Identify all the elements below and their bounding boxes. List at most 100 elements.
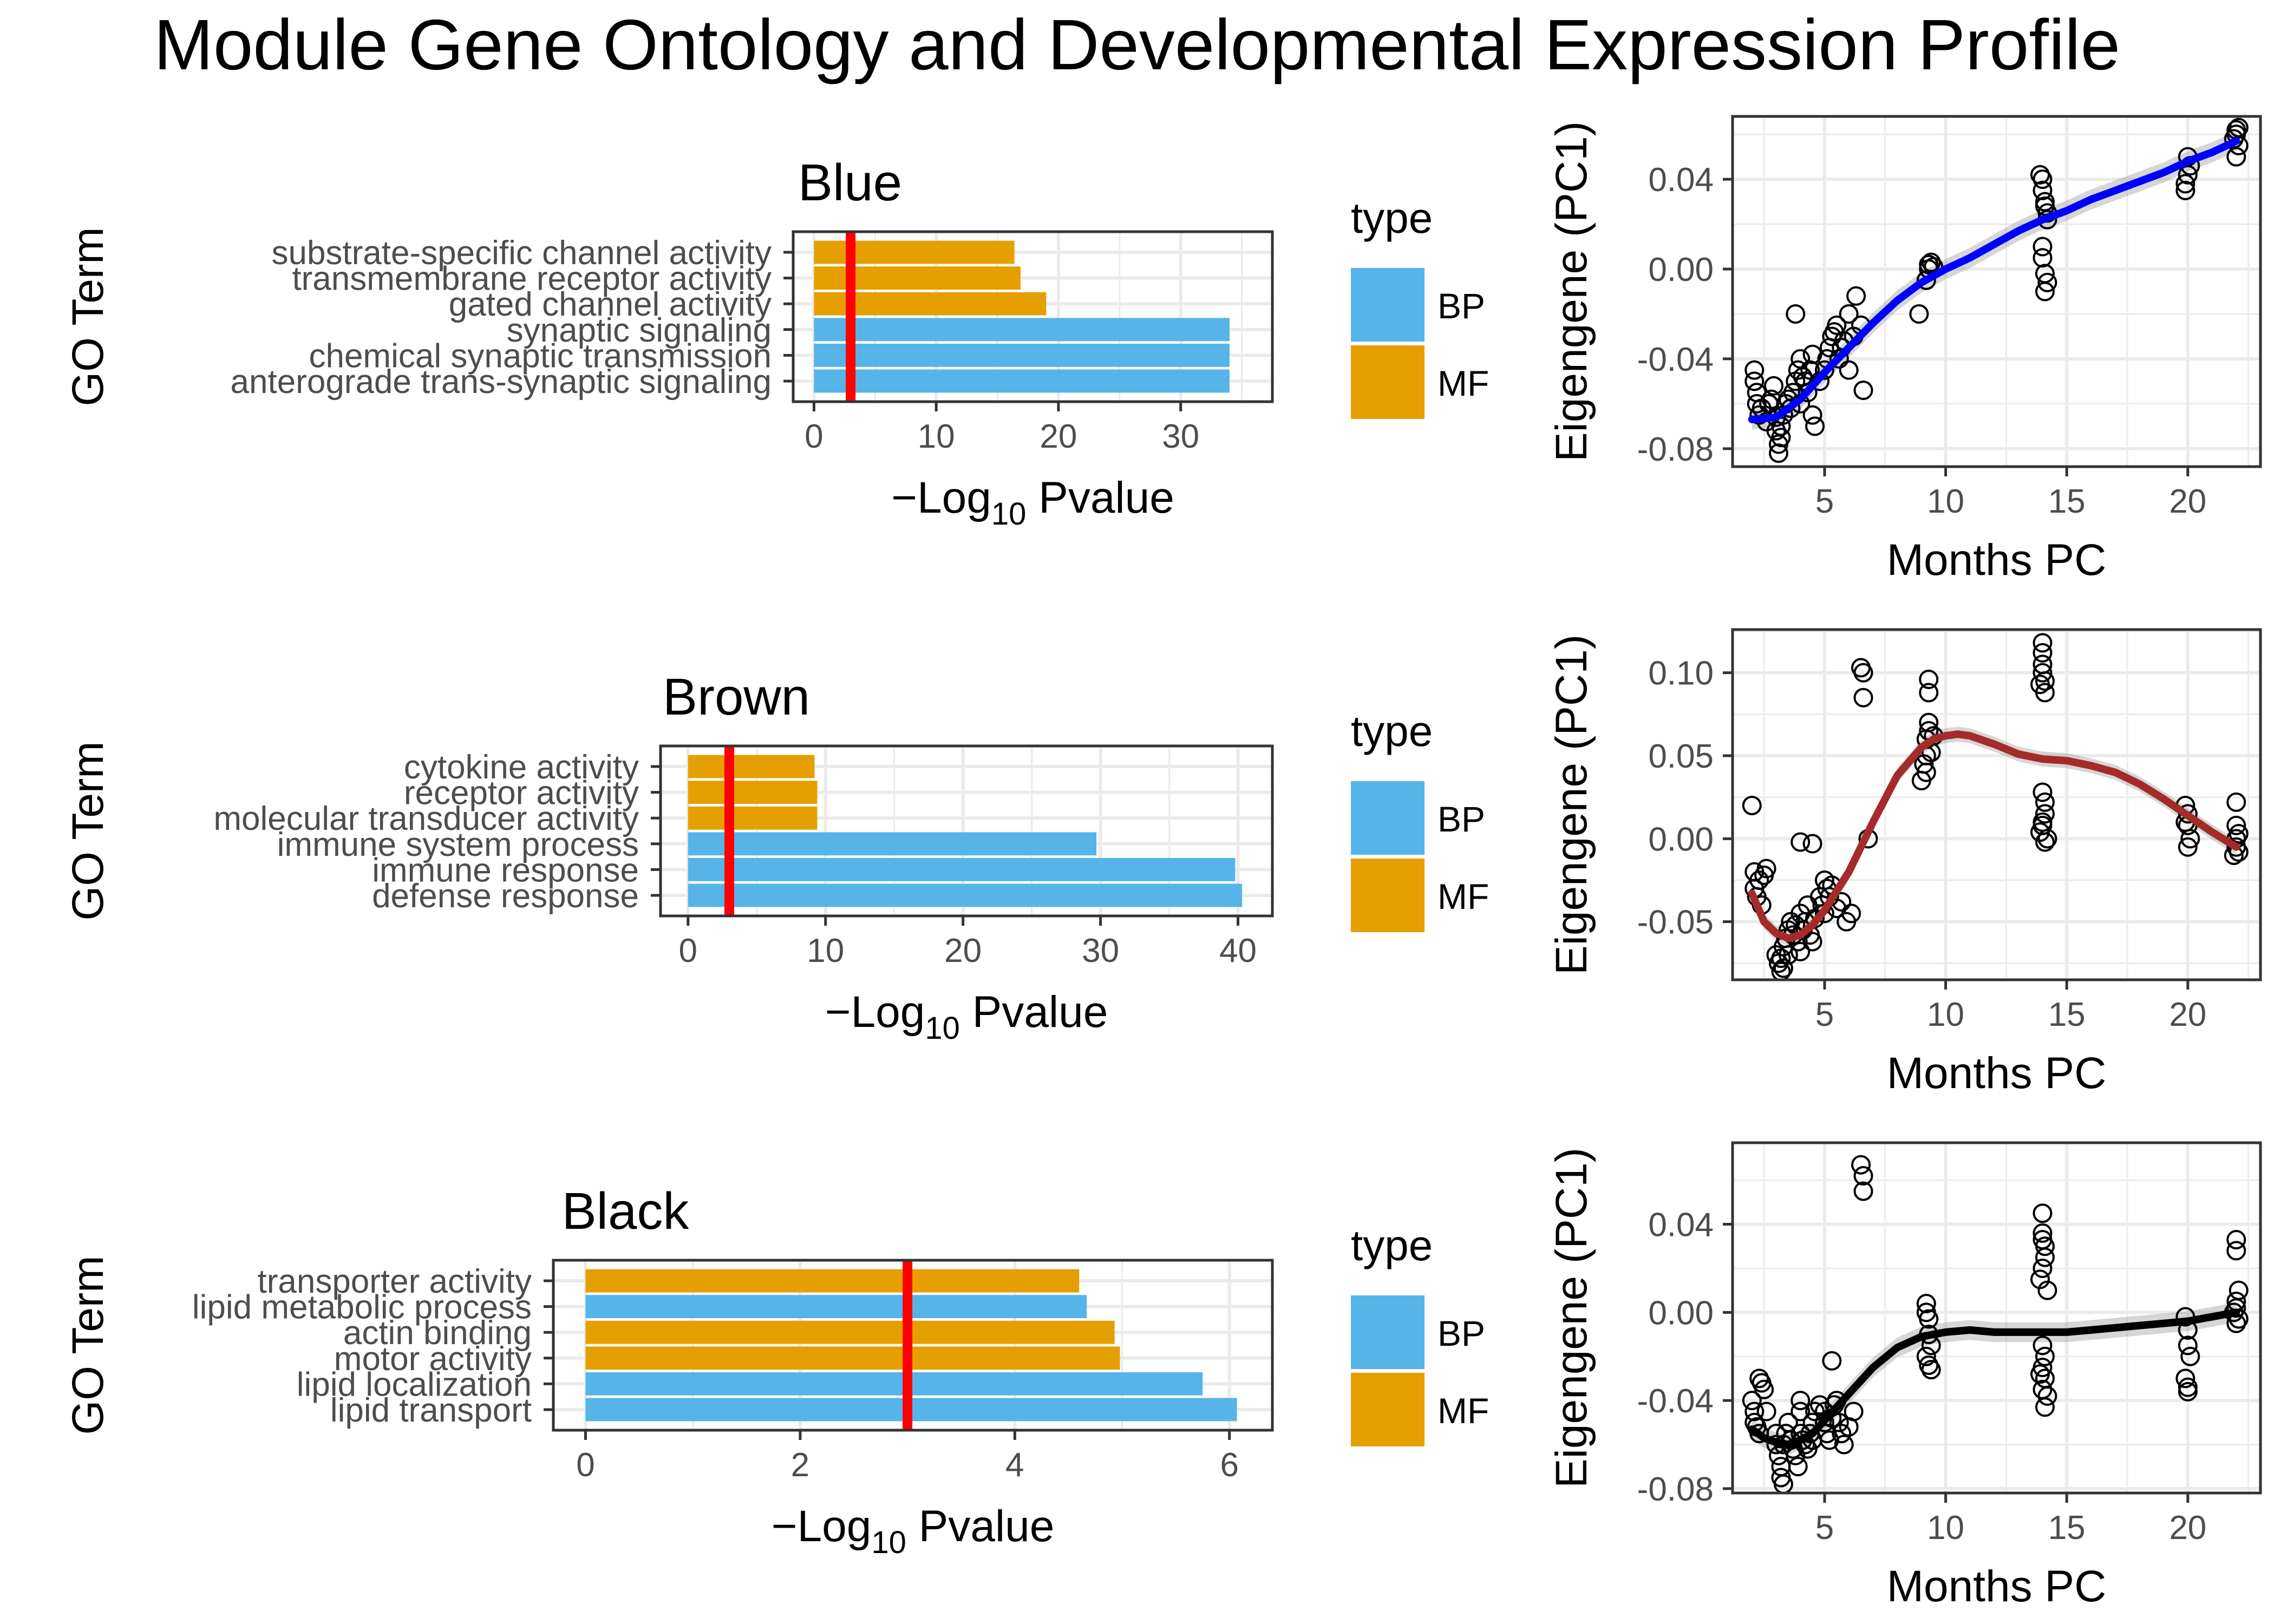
data-point xyxy=(1802,932,1822,952)
data-point xyxy=(1744,360,1765,380)
data-point xyxy=(2035,804,2055,824)
y-axis-title: Eigengene (PC1) xyxy=(1547,1148,1596,1488)
data-point xyxy=(1919,683,1939,703)
x-axis-title: −Log10 Pvalue xyxy=(891,473,1174,532)
panel-border xyxy=(1731,1141,2262,1495)
data-point xyxy=(2033,643,2053,663)
data-point xyxy=(1814,360,1834,380)
data-point xyxy=(1829,1412,1849,1432)
y-tick-label: -0.04 xyxy=(1637,341,1714,378)
bar-motor-activity xyxy=(585,1346,1120,1370)
y-tick-label: 0.00 xyxy=(1648,821,1714,858)
legend-key-bp xyxy=(1351,268,1424,342)
x-tick-label: 20 xyxy=(2169,996,2206,1033)
bar-cytokine-activity xyxy=(688,755,815,778)
category-label: molecular transducer activity xyxy=(213,800,639,837)
data-point xyxy=(1744,1402,1765,1422)
bar-lipid-localization xyxy=(585,1372,1203,1396)
data-point xyxy=(1909,304,1929,324)
category-label: gated channel activity xyxy=(449,286,772,323)
legend-label-bp: BP xyxy=(1437,286,1485,326)
data-point xyxy=(2035,1397,2055,1417)
category-label: receptor activity xyxy=(404,775,639,812)
data-point xyxy=(2226,792,2246,812)
x-tick-label: 15 xyxy=(2048,483,2086,520)
data-point xyxy=(2030,1364,2050,1384)
legend-title: type xyxy=(1351,707,1433,755)
legend-key-bp xyxy=(1351,781,1424,855)
data-point xyxy=(2037,272,2057,292)
y-axis-title: GO Term xyxy=(63,1255,113,1435)
data-point xyxy=(1786,304,1806,324)
data-point xyxy=(2033,1258,2053,1278)
data-point xyxy=(2229,842,2249,862)
data-point xyxy=(2178,1335,2198,1355)
data-point xyxy=(2226,147,2246,167)
category-label: chemical synaptic transmission xyxy=(309,337,772,375)
data-point xyxy=(2035,671,2055,691)
category-label: immune response xyxy=(372,852,639,889)
data-point xyxy=(1827,315,1847,335)
data-point xyxy=(1742,796,1762,816)
data-point xyxy=(1916,1346,1936,1366)
data-point xyxy=(2033,1223,2053,1243)
data-point xyxy=(2033,633,2053,653)
data-point xyxy=(2229,117,2249,137)
figure-title: Module Gene Ontology and Developmental E… xyxy=(154,5,2120,84)
data-point xyxy=(2178,837,2198,857)
data-point xyxy=(1819,1430,1839,1450)
legend: type BP MF xyxy=(1351,1221,1489,1446)
bar-chemical-synaptic-transmission xyxy=(814,343,1230,367)
x-tick-label: 0 xyxy=(576,1446,594,1484)
data-point xyxy=(1916,762,1936,782)
data-point xyxy=(2180,1346,2200,1366)
data-point xyxy=(2033,1203,2053,1223)
data-point xyxy=(2033,812,2053,832)
legend-label-mf: MF xyxy=(1437,363,1489,403)
panel-title: Black xyxy=(562,1182,690,1240)
x-tick-label: 30 xyxy=(1082,932,1119,970)
panel-border xyxy=(1731,115,2262,468)
x-tick-label: 10 xyxy=(918,418,955,455)
x-axis-title: Months PC xyxy=(1887,535,2107,585)
bar-substrate-specific-channel-activity xyxy=(814,240,1015,264)
legend-label-mf: MF xyxy=(1437,876,1489,916)
data-point xyxy=(1788,1457,1808,1477)
x-axis-title-subscript: 10 xyxy=(871,1525,906,1560)
y-tick-label: -0.04 xyxy=(1637,1383,1714,1420)
x-tick-label: 5 xyxy=(1815,1509,1834,1547)
x-tick-label: 30 xyxy=(1162,418,1199,455)
bar-defense-response xyxy=(688,883,1243,907)
y-tick-label: 0.04 xyxy=(1648,1207,1714,1244)
data-point xyxy=(2030,165,2050,185)
scatter-panel-1: 5 10 15 20 -0.08 -0.04 0.00 0.04 Months PC Eigeng… xyxy=(1547,115,2262,585)
category-label: anterograde trans-synaptic signaling xyxy=(231,363,772,401)
data-point xyxy=(1814,870,1834,890)
x-tick-label: 10 xyxy=(1927,1509,1964,1547)
data-point xyxy=(2175,174,2195,194)
y-axis-title: Eigengene (PC1) xyxy=(1547,634,1596,975)
data-point xyxy=(2226,1241,2246,1261)
x-axis-title: Months PC xyxy=(1887,1049,2107,1098)
y-axis-title: GO Term xyxy=(63,227,113,406)
data-point xyxy=(1919,712,1939,732)
data-point xyxy=(1744,371,1765,391)
category-label: lipid localization xyxy=(297,1366,532,1403)
data-point xyxy=(2033,782,2053,802)
legend-key-mf xyxy=(1351,1373,1424,1446)
y-tick-label: 0.00 xyxy=(1648,1294,1714,1332)
data-point xyxy=(1853,687,1873,708)
data-point xyxy=(1791,1391,1811,1411)
category-label: lipid metabolic process xyxy=(192,1289,532,1326)
data-point xyxy=(1791,1402,1811,1422)
data-point xyxy=(1829,349,1849,369)
legend-title: type xyxy=(1351,1221,1433,1269)
y-tick-label: -0.05 xyxy=(1637,904,1714,941)
panel-title: Brown xyxy=(663,668,810,726)
data-point xyxy=(2178,1381,2198,1402)
panel-border xyxy=(659,744,1274,918)
data-point xyxy=(1916,1294,1936,1314)
y-tick-label: -0.08 xyxy=(1637,431,1714,468)
